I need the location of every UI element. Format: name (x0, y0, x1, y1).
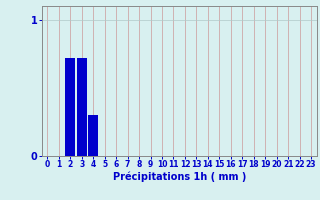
X-axis label: Précipitations 1h ( mm ): Précipitations 1h ( mm ) (113, 172, 246, 182)
Bar (88, 115, 98, 156)
Bar (77, 58, 87, 156)
Bar (65, 58, 75, 156)
